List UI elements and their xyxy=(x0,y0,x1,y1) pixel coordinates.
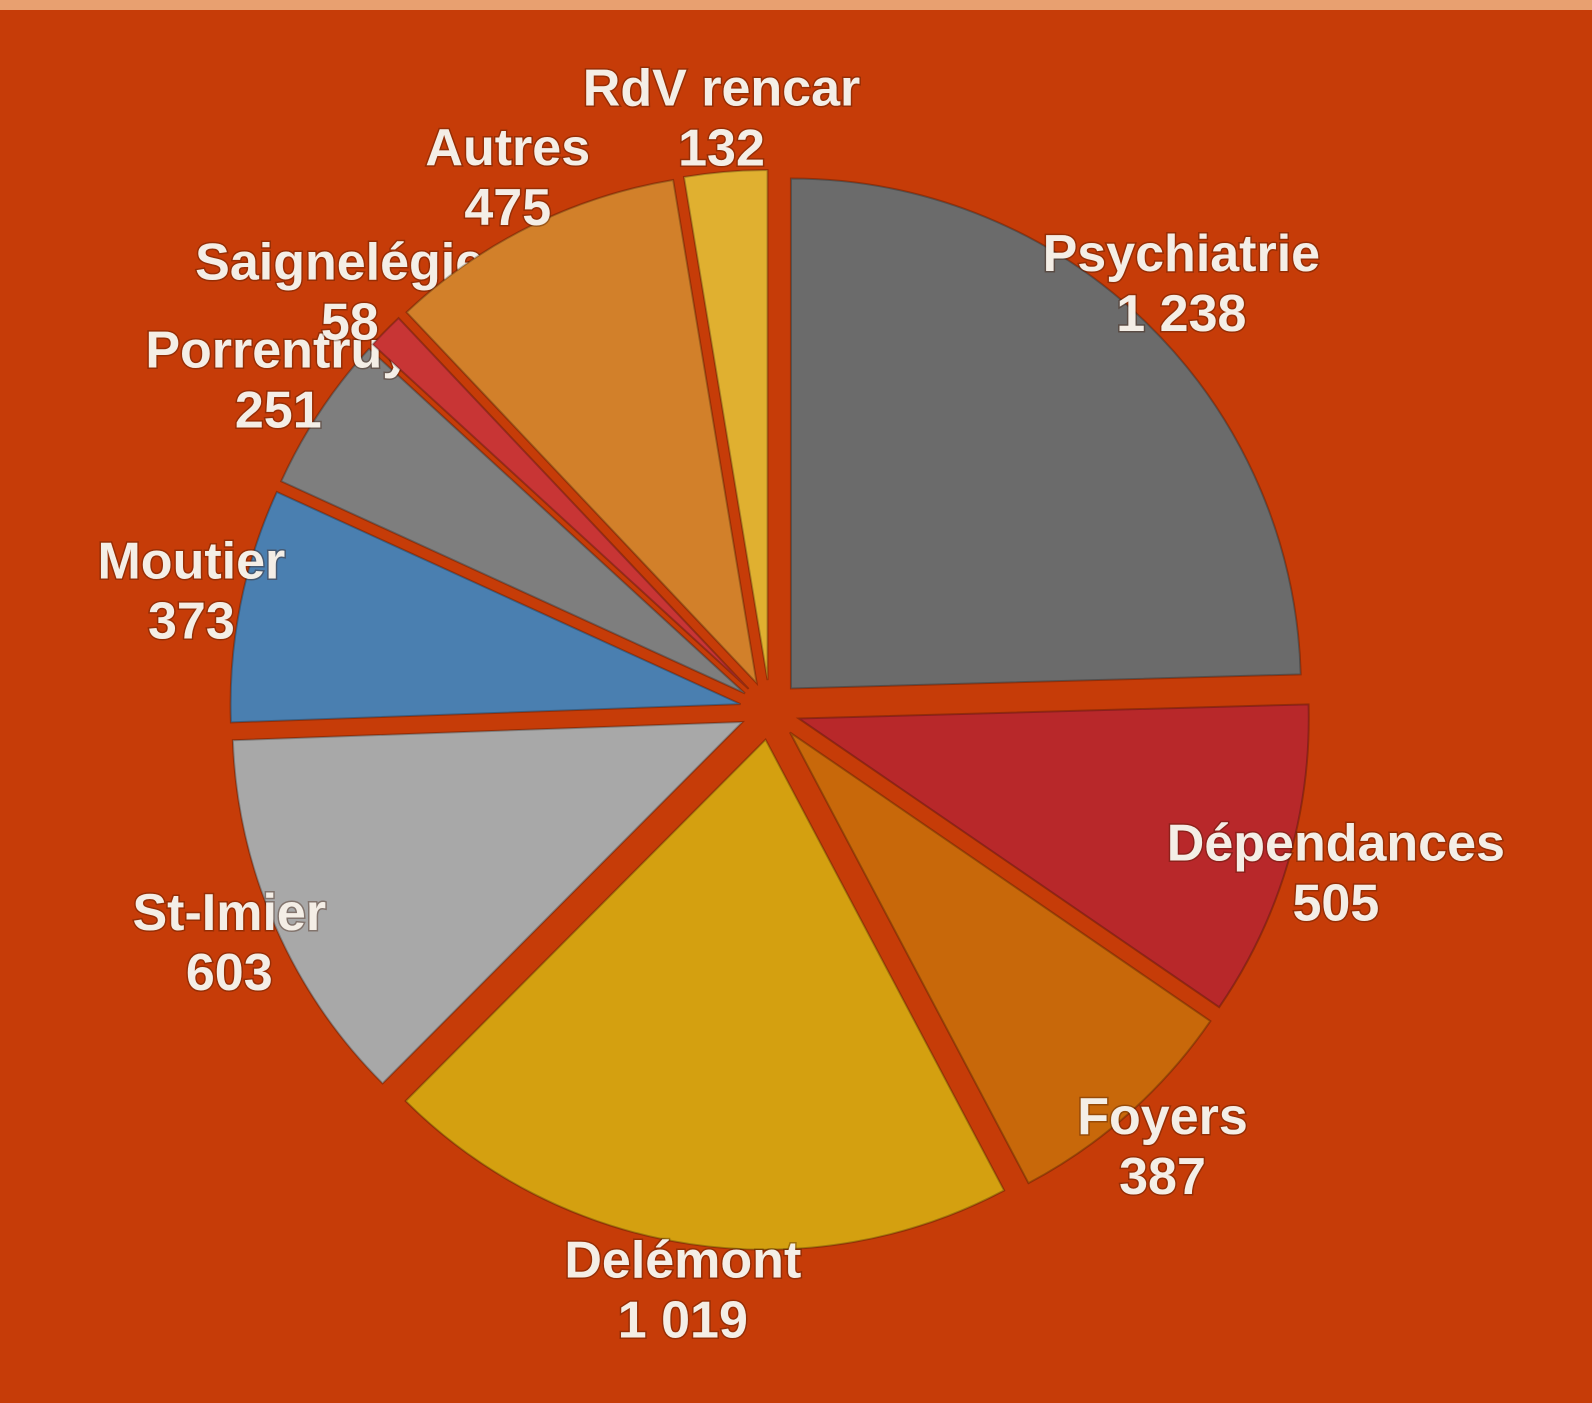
slice-value: 475 xyxy=(464,179,551,237)
slice-value: 603 xyxy=(186,944,273,1002)
pie-slice xyxy=(404,738,1006,1251)
slice-value: 373 xyxy=(148,592,235,650)
slice-label: Porrentruy xyxy=(145,322,411,380)
slice-label: RdV rencar xyxy=(583,60,860,118)
slice-label: Delémont xyxy=(564,1231,801,1289)
pie-slice xyxy=(682,169,769,681)
slice-label: Autres xyxy=(425,119,590,177)
slice-label: Foyers xyxy=(1077,1088,1248,1146)
pie-slice xyxy=(789,177,1302,690)
slice-value: 1 238 xyxy=(1116,285,1246,343)
pie-slice xyxy=(371,316,750,690)
slice-value: 58 xyxy=(321,294,379,352)
pie-slice xyxy=(789,731,1212,1185)
pie-slice xyxy=(231,720,746,1085)
pie-slice xyxy=(229,490,741,724)
slice-label: Dépendances xyxy=(1167,815,1505,873)
slice-value: 1 019 xyxy=(618,1291,748,1349)
slice-value: 132 xyxy=(678,120,765,178)
pie-slice xyxy=(795,703,1310,1009)
top-border xyxy=(0,0,1592,10)
pie-slice xyxy=(405,178,759,687)
pie-slice xyxy=(279,347,746,695)
slice-value: 505 xyxy=(1292,875,1379,933)
slice-label: St-Imier xyxy=(132,884,326,942)
slice-value: 387 xyxy=(1119,1148,1206,1206)
slice-label: Moutier xyxy=(97,532,285,590)
slice-label: Psychiatrie xyxy=(1043,225,1321,283)
slice-value: 251 xyxy=(235,382,322,440)
